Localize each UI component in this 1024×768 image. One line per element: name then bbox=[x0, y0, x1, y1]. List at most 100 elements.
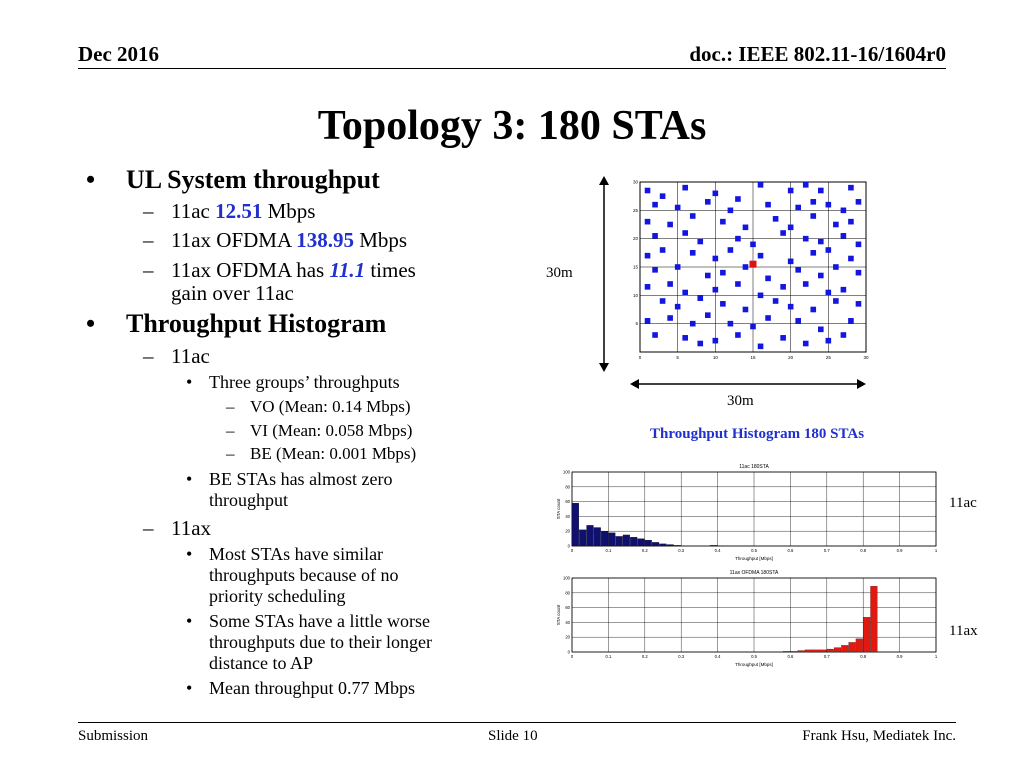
sta-point bbox=[825, 247, 832, 253]
sta-point bbox=[712, 286, 719, 293]
sta-point bbox=[727, 207, 734, 214]
histogram-bar bbox=[666, 544, 674, 547]
sta-point bbox=[802, 340, 809, 347]
dash-marker: – bbox=[226, 397, 235, 416]
item-prefix: 11ax OFDMA bbox=[171, 228, 297, 252]
sta-point bbox=[742, 306, 749, 313]
sta-point bbox=[757, 182, 764, 188]
bullet-dot: • bbox=[186, 469, 193, 489]
sta-point bbox=[682, 230, 688, 236]
sta-point bbox=[840, 332, 847, 338]
sta-point bbox=[818, 272, 824, 279]
item-gain-line2: gain over 11ac bbox=[171, 281, 294, 305]
tick-labels: 0 0.1 0.2 0.3 0.4 0.5 0.6 0.7 0.8 0.9 1 0 20 40 60 80 10… bbox=[563, 576, 938, 660]
y-tick-label: 0 bbox=[568, 544, 571, 549]
histogram-bar bbox=[863, 617, 871, 653]
histogram-bar bbox=[651, 542, 660, 547]
x-tick-label: 0.1 bbox=[605, 654, 611, 659]
subitem-11ax: 11ax bbox=[171, 516, 212, 540]
dash-marker: – bbox=[226, 421, 235, 440]
sta-point bbox=[757, 343, 764, 350]
value-11ac: 12.51 bbox=[215, 199, 263, 223]
histogram-bar bbox=[644, 539, 652, 547]
item-worse-line2: throughputs due to their longer bbox=[209, 632, 432, 652]
x-tick-label: 0 bbox=[571, 654, 574, 659]
bullet-dot: • bbox=[186, 372, 193, 392]
y-tick-label: 30 bbox=[633, 180, 639, 185]
sta-point bbox=[674, 303, 681, 310]
sta-point bbox=[810, 306, 817, 313]
sta-point bbox=[682, 335, 688, 341]
x-tick-label: 0.6 bbox=[787, 654, 793, 659]
y-tick-label: 100 bbox=[563, 470, 571, 475]
sta-point bbox=[840, 286, 847, 293]
y-tick-label: 20 bbox=[565, 635, 570, 640]
sta-point bbox=[682, 289, 688, 296]
histogram-bar bbox=[659, 543, 667, 547]
sta-point bbox=[810, 199, 817, 205]
x-tick-label: 20 bbox=[788, 355, 794, 360]
sta-point bbox=[659, 193, 666, 199]
topology-plot: 0 5 10 15 20 25 30 5 10 15 20 25 30 bbox=[633, 180, 869, 361]
sta-point bbox=[652, 332, 658, 338]
dash-marker: – bbox=[143, 258, 154, 282]
sta-point bbox=[795, 318, 801, 324]
sta-point bbox=[667, 315, 673, 321]
x-axis-label: Throughput [Mbps] bbox=[735, 556, 773, 561]
slide-title: Topology 3: 180 STAs bbox=[317, 103, 707, 149]
sta-point bbox=[667, 281, 673, 287]
sta-point bbox=[818, 187, 824, 194]
histogram-bar bbox=[833, 647, 842, 653]
item-worse-line3: distance to AP bbox=[209, 653, 313, 673]
y-axis-label: STA count bbox=[556, 498, 561, 519]
sta-point bbox=[674, 204, 681, 211]
sta-point bbox=[742, 264, 749, 270]
bullet-dot: • bbox=[186, 544, 193, 564]
sta-point bbox=[780, 230, 786, 236]
histogram-bar bbox=[630, 537, 638, 547]
item-worse: Some STAs have a little worse bbox=[209, 611, 431, 631]
item-suffix: times bbox=[365, 258, 416, 282]
dash-marker: – bbox=[143, 516, 154, 540]
x-axis-label: Throughput [Mbps] bbox=[735, 662, 773, 667]
sta-point bbox=[652, 201, 658, 208]
histogram-bar bbox=[637, 538, 645, 547]
item-prefix: 11ac bbox=[171, 199, 216, 223]
label-11ac: 11ac bbox=[949, 495, 977, 511]
item-be: BE (Mean: 0.001 Mbps) bbox=[250, 444, 417, 463]
histogram-bar bbox=[841, 645, 849, 653]
sta-point bbox=[825, 201, 832, 208]
sta-point bbox=[652, 267, 658, 273]
sta-point bbox=[712, 337, 719, 344]
y-tick-label: 40 bbox=[565, 620, 570, 625]
sta-point bbox=[810, 213, 817, 219]
sta-point bbox=[750, 241, 756, 248]
x-tick-label: 0.4 bbox=[715, 654, 721, 659]
sta-point bbox=[840, 233, 847, 239]
histogram-bar bbox=[571, 502, 579, 547]
y-tick-label: 80 bbox=[565, 590, 570, 595]
x-tick-label: 0.1 bbox=[605, 548, 611, 553]
histogram-bar bbox=[790, 651, 798, 653]
x-tick-label: 0.6 bbox=[787, 548, 793, 553]
item-be-zero-line2: throughput bbox=[209, 490, 288, 510]
y-tick-label: 0 bbox=[568, 650, 571, 655]
sta-point bbox=[848, 318, 854, 324]
item-three-groups: Three groups’ throughputs bbox=[209, 372, 400, 392]
y-tick-label: 20 bbox=[633, 236, 639, 241]
bullet-dot: • bbox=[186, 611, 193, 631]
x-tick-label: 5 bbox=[676, 355, 679, 360]
sta-point bbox=[705, 199, 711, 205]
sta-point bbox=[765, 201, 771, 208]
sta-point bbox=[667, 221, 673, 228]
item-be-zero: BE STAs has almost zero bbox=[209, 469, 393, 489]
sta-point bbox=[855, 301, 862, 307]
y-tick-label: 20 bbox=[565, 529, 570, 534]
header-date: Dec 2016 bbox=[78, 42, 160, 66]
histogram-bar bbox=[870, 586, 878, 653]
x-tick-label: 0.3 bbox=[678, 548, 684, 553]
sta-point bbox=[818, 326, 824, 333]
sta-point bbox=[787, 187, 794, 194]
sta-point bbox=[644, 318, 651, 324]
y-tick-label: 5 bbox=[635, 321, 638, 326]
